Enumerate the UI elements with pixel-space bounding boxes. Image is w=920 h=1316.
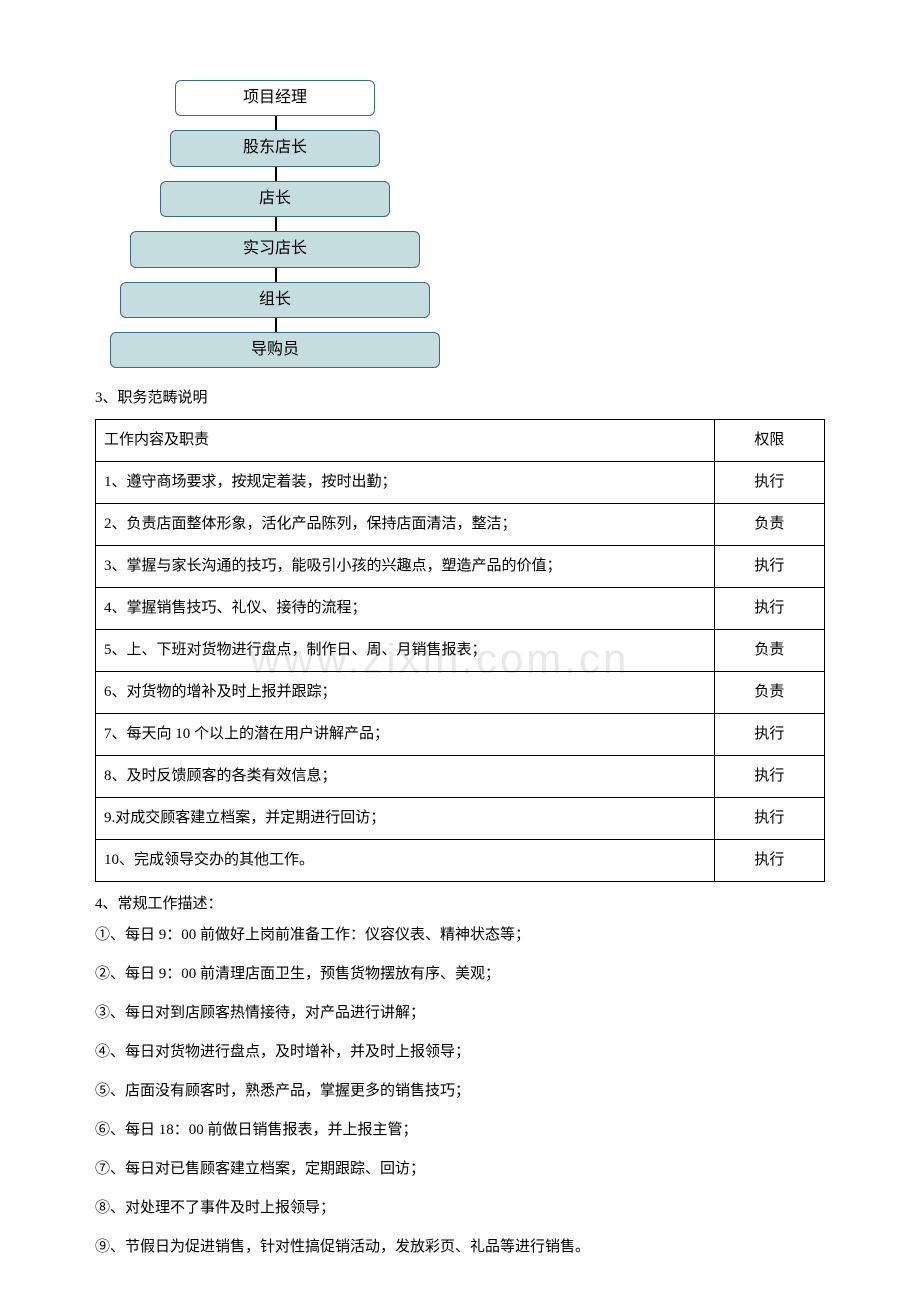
row-content: 7、每天向 10 个以上的潜在用户讲解产品； — [96, 714, 715, 756]
row-auth: 负责 — [714, 630, 824, 672]
flow-node-team-leader: 组长 — [120, 282, 430, 318]
list-item: ⑧、对处理不了事件及时上报领导； — [95, 1198, 825, 1219]
table-row: 3、掌握与家长沟通的技巧，能吸引小孩的兴趣点，塑造产品的价值；执行 — [96, 546, 825, 588]
table-row: 8、及时反馈顾客的各类有效信息；执行 — [96, 756, 825, 798]
table-row: 1、遵守商场要求，按规定着装，按时出勤；执行 — [96, 462, 825, 504]
row-content: 4、掌握销售技巧、礼仪、接待的流程； — [96, 588, 715, 630]
list-item: ⑤、店面没有顾客时，熟悉产品，掌握更多的销售技巧； — [95, 1081, 825, 1102]
flow-node-trainee-manager: 实习店长 — [130, 231, 420, 267]
row-auth: 负责 — [714, 504, 824, 546]
row-content: 5、上、下班对货物进行盘点，制作日、周、月销售报表； — [96, 630, 715, 672]
section-3-title: 3、职务范畴说明 — [95, 388, 825, 409]
row-content: 9.对成交顾客建立档案，并定期进行回访； — [96, 798, 715, 840]
flow-node-shareholder-manager: 股东店长 — [170, 130, 380, 166]
org-flowchart: 项目经理 股东店长 店长 实习店长 组长 导购员 — [175, 80, 825, 368]
row-content: 1、遵守商场要求，按规定着装，按时出勤； — [96, 462, 715, 504]
row-auth: 执行 — [714, 588, 824, 630]
row-content: 2、负责店面整体形象，活化产品陈列，保持店面清洁，整洁； — [96, 504, 715, 546]
table-row: 10、完成领导交办的其他工作。执行 — [96, 840, 825, 882]
list-item: ④、每日对货物进行盘点，及时增补，并及时上报领导； — [95, 1042, 825, 1063]
table-header-row: 工作内容及职责 权限 — [96, 420, 825, 462]
flow-connector — [275, 318, 277, 332]
flow-connector — [275, 116, 277, 130]
list-item: ⑥、每日 18：00 前做日销售报表，并上报主管； — [95, 1120, 825, 1141]
description-list: ①、每日 9：00 前做好上岗前准备工作：仪容仪表、精神状态等； ②、每日 9：… — [95, 925, 825, 1258]
table-row: 2、负责店面整体形象，活化产品陈列，保持店面清洁，整洁；负责 — [96, 504, 825, 546]
flow-connector — [275, 167, 277, 181]
flow-node-project-manager: 项目经理 — [175, 80, 375, 116]
list-item: ①、每日 9：00 前做好上岗前准备工作：仪容仪表、精神状态等； — [95, 925, 825, 946]
row-auth: 执行 — [714, 714, 824, 756]
list-item: ⑨、节假日为促进销售，针对性搞促销活动，发放彩页、礼品等进行销售。 — [95, 1237, 825, 1258]
flow-node-store-manager: 店长 — [160, 181, 390, 217]
row-content: 6、对货物的增补及时上报并跟踪； — [96, 672, 715, 714]
flow-connector — [275, 217, 277, 231]
row-auth: 执行 — [714, 462, 824, 504]
section-4-title: 4、常规工作描述： — [95, 894, 825, 915]
row-auth: 执行 — [714, 798, 824, 840]
table-row: 9.对成交顾客建立档案，并定期进行回访；执行 — [96, 798, 825, 840]
table-row: 7、每天向 10 个以上的潜在用户讲解产品；执行 — [96, 714, 825, 756]
flow-node-sales-staff: 导购员 — [110, 332, 440, 368]
list-item: ③、每日对到店顾客热情接待，对产品进行讲解； — [95, 1003, 825, 1024]
header-auth: 权限 — [714, 420, 824, 462]
row-auth: 负责 — [714, 672, 824, 714]
row-content: 10、完成领导交办的其他工作。 — [96, 840, 715, 882]
duty-table-body: 1、遵守商场要求，按规定着装，按时出勤；执行 2、负责店面整体形象，活化产品陈列… — [96, 462, 825, 882]
row-content: 3、掌握与家长沟通的技巧，能吸引小孩的兴趣点，塑造产品的价值； — [96, 546, 715, 588]
list-item: ②、每日 9：00 前清理店面卫生，预售货物摆放有序、美观； — [95, 964, 825, 985]
list-item: ⑦、每日对已售顾客建立档案，定期跟踪、回访； — [95, 1159, 825, 1180]
flow-connector — [275, 268, 277, 282]
table-row: 6、对货物的增补及时上报并跟踪；负责 — [96, 672, 825, 714]
table-row: 4、掌握销售技巧、礼仪、接待的流程；执行 — [96, 588, 825, 630]
row-content: 8、及时反馈顾客的各类有效信息； — [96, 756, 715, 798]
table-row: 5、上、下班对货物进行盘点，制作日、周、月销售报表；负责 — [96, 630, 825, 672]
duty-table: 工作内容及职责 权限 1、遵守商场要求，按规定着装，按时出勤；执行 2、负责店面… — [95, 419, 825, 882]
header-content: 工作内容及职责 — [96, 420, 715, 462]
row-auth: 执行 — [714, 756, 824, 798]
row-auth: 执行 — [714, 840, 824, 882]
row-auth: 执行 — [714, 546, 824, 588]
